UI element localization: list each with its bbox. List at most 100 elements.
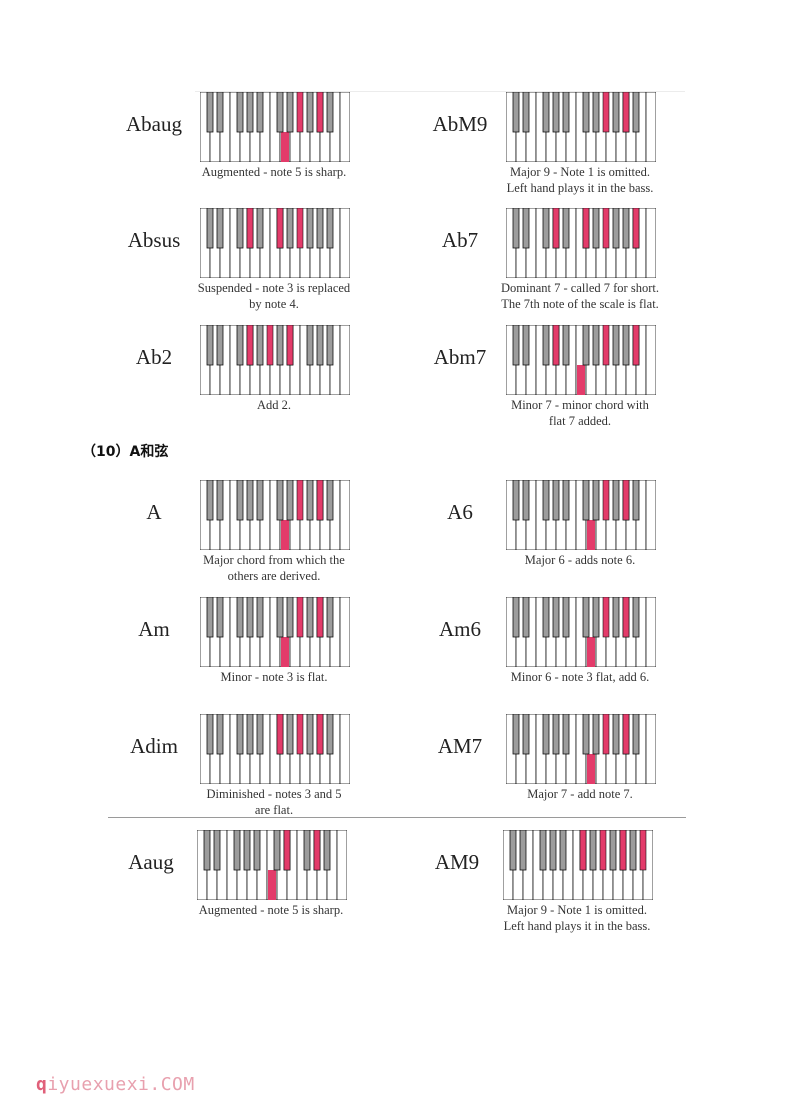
- black-key: [549, 830, 557, 871]
- black-key: [246, 480, 254, 521]
- black-key: [306, 208, 314, 249]
- chord-caption: Augmented - note 5 is sharp.: [163, 164, 385, 180]
- highlighted-black-key: [619, 830, 627, 871]
- highlighted-white-key: [587, 520, 595, 550]
- black-key: [233, 830, 241, 871]
- black-key: [286, 208, 294, 249]
- highlighted-black-key: [622, 480, 630, 521]
- highlighted-black-key: [639, 830, 647, 871]
- chord-block: Abaug Augmented - note 5 is sharp.: [108, 92, 448, 212]
- black-key: [592, 480, 600, 521]
- chord-block: Abm7 Minor 7 - minor chord with flat 7 add…: [414, 325, 754, 445]
- caption-line: Add 2.: [256, 398, 292, 412]
- white-key: [645, 92, 656, 162]
- highlighted-black-key: [246, 208, 254, 249]
- black-key: [326, 480, 334, 521]
- black-key: [589, 830, 597, 871]
- highlighted-black-key: [296, 714, 304, 755]
- black-key: [276, 480, 284, 521]
- chord-name: Absus: [127, 228, 181, 252]
- black-key: [539, 830, 547, 871]
- chord-caption: Augmented - note 5 is sharp.: [160, 902, 382, 918]
- piano-keyboard: [200, 208, 350, 278]
- black-key: [512, 597, 520, 638]
- highlighted-white-key: [587, 637, 595, 667]
- highlighted-black-key: [296, 480, 304, 521]
- caption-line: Dominant 7 - called 7 for short.: [501, 281, 659, 295]
- chord-caption: Minor 6 - note 3 flat, add 6.: [469, 669, 691, 685]
- chord-block: AM7 Major 7 - add note 7.: [414, 714, 754, 834]
- caption-line: Augmented - note 5 is sharp.: [201, 165, 347, 179]
- black-key: [216, 208, 224, 249]
- black-key: [216, 480, 224, 521]
- caption-line: flat 7 added.: [548, 414, 612, 428]
- highlighted-white-key: [587, 754, 595, 784]
- black-key: [592, 714, 600, 755]
- piano-keyboard: [503, 830, 653, 900]
- highlighted-black-key: [632, 325, 640, 366]
- section-title: （10）A和弦: [82, 444, 169, 460]
- chord-name: Ab2: [135, 345, 173, 369]
- chord-caption: Add 2.: [163, 397, 385, 413]
- chord-block: Am Minor - note 3 is flat.: [108, 597, 448, 717]
- piano-keyboard: [200, 92, 350, 162]
- black-key: [326, 92, 334, 133]
- caption-line: Minor - note 3 is flat.: [220, 670, 328, 684]
- watermark-text: iyuexuexi.COM: [47, 1074, 195, 1095]
- black-key: [592, 597, 600, 638]
- chord-name: Am: [138, 617, 170, 641]
- highlighted-black-key: [602, 480, 610, 521]
- black-key: [286, 480, 294, 521]
- black-key: [552, 597, 560, 638]
- black-key: [522, 92, 530, 133]
- caption-line: are flat.: [254, 803, 294, 817]
- black-key: [522, 480, 530, 521]
- black-key: [612, 714, 620, 755]
- black-key: [206, 480, 214, 521]
- black-key: [253, 830, 261, 871]
- black-key: [552, 92, 560, 133]
- caption-line: Augmented - note 5 is sharp.: [198, 903, 344, 917]
- watermark-initial: q: [36, 1074, 48, 1095]
- chord-name: Am6: [439, 617, 481, 641]
- chord-caption: Major 7 - add note 7.: [469, 786, 691, 802]
- highlighted-black-key: [276, 714, 284, 755]
- black-key: [206, 325, 214, 366]
- black-key: [303, 830, 311, 871]
- highlighted-black-key: [316, 714, 324, 755]
- highlighted-white-key: [577, 365, 585, 395]
- caption-line: Major 6 - adds note 6.: [524, 553, 636, 567]
- piano-keyboard: [200, 597, 350, 667]
- white-key: [339, 92, 350, 162]
- black-key: [213, 830, 221, 871]
- black-key: [246, 92, 254, 133]
- white-key: [339, 714, 350, 784]
- black-key: [522, 208, 530, 249]
- black-key: [612, 208, 620, 249]
- piano-keyboard: [506, 208, 656, 278]
- black-key: [512, 208, 520, 249]
- black-key: [316, 325, 324, 366]
- black-key: [306, 597, 314, 638]
- black-key: [326, 325, 334, 366]
- piano-keyboard: [506, 325, 656, 395]
- chord-name: Aaug: [128, 850, 174, 874]
- white-key: [645, 208, 656, 278]
- chord-block: Am6 Minor 6 - note 3 flat, add 6.: [414, 597, 754, 717]
- highlighted-black-key: [316, 480, 324, 521]
- piano-keyboard: [506, 714, 656, 784]
- highlighted-black-key: [246, 325, 254, 366]
- highlighted-black-key: [602, 325, 610, 366]
- black-key: [512, 92, 520, 133]
- black-key: [609, 830, 617, 871]
- black-key: [236, 92, 244, 133]
- highlighted-black-key: [283, 830, 291, 871]
- black-key: [273, 830, 281, 871]
- highlighted-black-key: [602, 597, 610, 638]
- highlighted-black-key: [313, 830, 321, 871]
- black-key: [542, 325, 550, 366]
- caption-line: Left hand plays it in the bass.: [506, 181, 654, 195]
- highlighted-black-key: [622, 597, 630, 638]
- site-watermark: qiyuexuexi.COM: [36, 1074, 195, 1095]
- black-key: [203, 830, 211, 871]
